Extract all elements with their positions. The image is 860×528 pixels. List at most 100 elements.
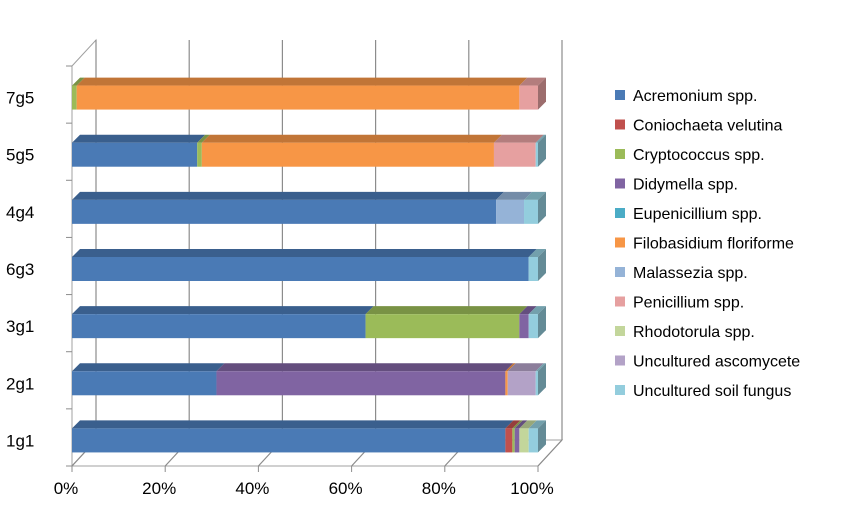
x-tick-label: 80% (422, 479, 456, 498)
bar-segment (535, 371, 538, 396)
bar-segment (72, 314, 366, 339)
bar-segment-top (507, 363, 544, 372)
legend-label: Uncultured ascomycete (633, 354, 800, 371)
bar-segment (72, 428, 506, 453)
legend-label: Penicillium spp. (633, 295, 744, 312)
legend-swatch (615, 149, 625, 159)
x-tick-label: 60% (329, 479, 363, 498)
bar-segment (519, 428, 529, 453)
legend-swatch (615, 178, 625, 189)
bar-segment (72, 257, 529, 281)
legend-swatch (615, 208, 625, 218)
bar-segment-top (535, 134, 546, 143)
bar-end-face (538, 77, 546, 110)
bar-7g5 (72, 77, 546, 110)
bar-segment-top (519, 420, 537, 429)
legend-swatch (615, 326, 625, 336)
bar-2g1 (72, 363, 546, 396)
y-tick-label: 5g5 (6, 146, 34, 165)
legend-label: Malassezia spp. (633, 265, 748, 282)
bar-5g5 (72, 134, 546, 167)
bar-segment (197, 142, 202, 167)
bar-segment (505, 371, 508, 396)
bar-segment (72, 85, 77, 110)
bar-segment (512, 428, 515, 453)
y-tick-label: 4g4 (6, 203, 34, 222)
legend-swatch (615, 355, 625, 366)
legend: Acremonium spp. Coniochaeta velutina Crypt… (615, 88, 800, 400)
bar-segment (505, 428, 513, 453)
x-tick-label: 100% (510, 479, 553, 498)
bar-segment (201, 142, 494, 167)
bar-segment (72, 371, 217, 396)
bar-segment-top (519, 77, 546, 86)
bar-segment-top (528, 420, 546, 429)
bar-1g1 (72, 420, 546, 453)
legend-swatch (615, 90, 625, 100)
y-axis-tick-labels: 1g1 2g1 3g1 6g3 4g4 5g5 7g5 (6, 89, 34, 451)
legend-label: Eupenicillium spp. (633, 206, 762, 223)
legend-swatch (615, 237, 625, 248)
bar-segment-top (365, 306, 528, 315)
bar-segment-top (524, 191, 546, 200)
y-tick-label: 3g1 (6, 317, 34, 336)
bar-segment-top (216, 363, 514, 372)
x-tick-label: 40% (235, 479, 269, 498)
bar-segment-top (505, 420, 521, 429)
bar-6g3 (72, 249, 546, 281)
legend-label: Coniochaeta velutina (633, 118, 783, 135)
bar-segment-top (201, 134, 502, 143)
gridline-floor (537, 439, 563, 467)
bar-3g1 (72, 306, 546, 339)
bar-segment (496, 199, 525, 224)
bar-end-face (538, 249, 546, 281)
y-tick-label: 1g1 (6, 431, 34, 450)
bar-segment-top (72, 249, 537, 257)
bar-end-face (538, 191, 546, 224)
bar-segment (519, 314, 529, 339)
bar-segment (365, 314, 520, 339)
bar-segment-top (496, 191, 533, 200)
legend-swatch (615, 267, 625, 277)
x-tick-label: 20% (142, 479, 176, 498)
y-tick-label: 7g5 (6, 89, 34, 108)
legend-label: Acremonium spp. (633, 88, 758, 105)
bar-segment-top (72, 420, 514, 429)
legend-label: Didymella spp. (633, 177, 738, 194)
bar-segment-top (514, 420, 528, 429)
bar-segment-top (76, 77, 528, 86)
bar-segment (507, 371, 536, 396)
legend-swatch (615, 296, 625, 307)
legend-label: Filobasidium floriforme (633, 236, 794, 253)
bar-end-face (538, 363, 546, 396)
bar-segment-top (72, 306, 374, 315)
y-tick-label: 2g1 (6, 374, 34, 393)
bar-segment-top (72, 363, 225, 372)
x-tick-label: 0% (54, 479, 79, 498)
legend-swatch (615, 119, 625, 130)
legend-label: Uncultured soil fungus (633, 383, 791, 400)
bar-segment (528, 314, 538, 339)
bar-segment-top (72, 134, 206, 143)
bar-segment (514, 428, 520, 453)
bar-segment (76, 85, 520, 110)
legend-swatch (615, 385, 625, 395)
bar-segment (519, 85, 538, 110)
bar-segment (72, 142, 198, 167)
bar-segment (524, 199, 538, 224)
y-tick-label: 6g3 (6, 260, 34, 279)
bar-end-face (538, 134, 546, 167)
bar-segment-top (493, 134, 544, 143)
bar-end-face (538, 420, 546, 453)
bar-segment-top (72, 191, 505, 200)
bar-segment-top (505, 363, 516, 372)
bar-segment (528, 428, 538, 453)
bar-segment (72, 199, 497, 224)
bar-segment (493, 142, 536, 167)
bar-segment-top (535, 363, 546, 372)
bar-segment-top (528, 249, 546, 257)
legend-label: Rhodotorula spp. (633, 324, 755, 341)
x-axis-tick-labels: 0% 20% 40% 60% 80% 100% (54, 479, 554, 498)
bars (72, 77, 546, 453)
